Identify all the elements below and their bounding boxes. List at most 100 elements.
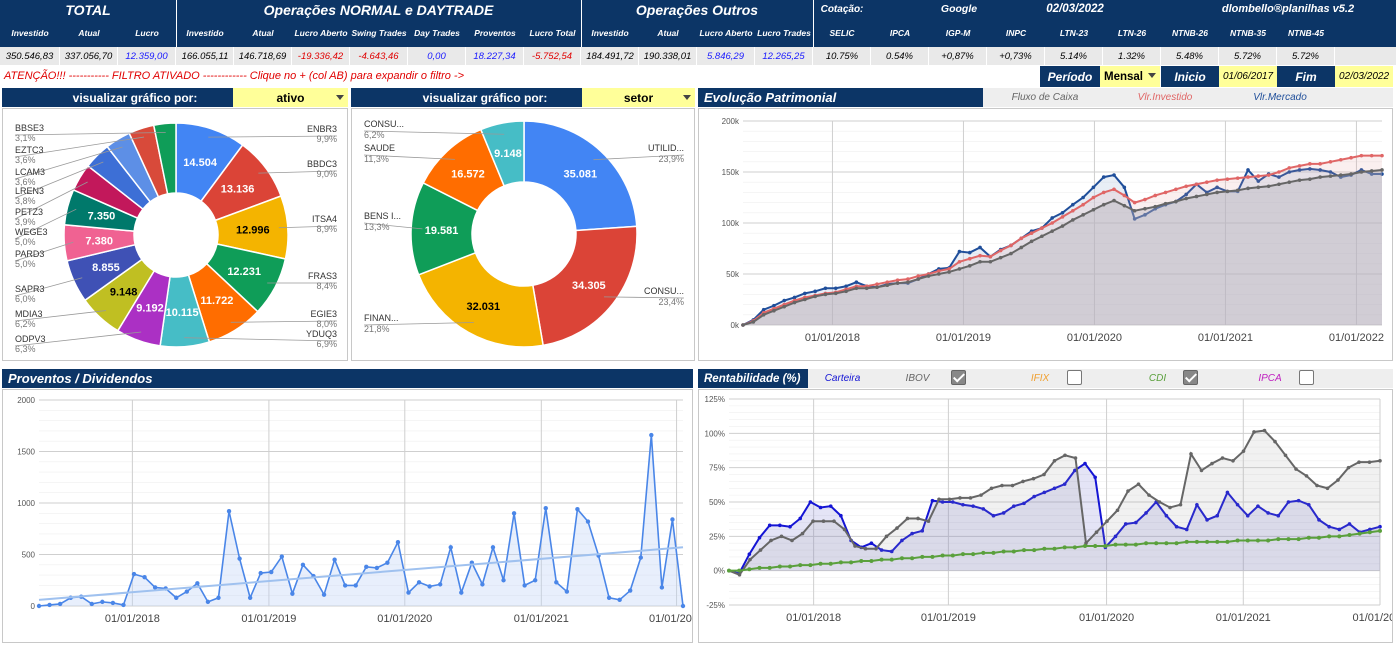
legend-vlr-mercado[interactable]: Vlr.Mercado	[1230, 88, 1330, 107]
data-point	[396, 540, 400, 544]
data-point	[554, 580, 558, 584]
data-point	[1042, 547, 1046, 551]
data-point	[1257, 174, 1261, 178]
data-point	[829, 504, 833, 508]
data-point	[1053, 547, 1057, 551]
ipca-checkbox[interactable]	[1299, 370, 1314, 385]
data-point	[951, 554, 955, 558]
data-point	[575, 507, 579, 511]
data-point	[989, 260, 993, 264]
data-point	[1143, 198, 1147, 202]
data-point	[880, 558, 884, 562]
y-tick-label: 1500	[17, 448, 35, 457]
y-tick-label: 0%	[713, 567, 725, 576]
data-point	[829, 562, 833, 566]
data-point	[788, 565, 792, 569]
cdi-checkbox[interactable]	[1183, 370, 1198, 385]
data-point	[1019, 237, 1023, 241]
data-point	[1083, 462, 1087, 466]
total-lucro: 12.359,00	[118, 47, 176, 65]
pie2-label: visualizar gráfico por:	[390, 88, 580, 107]
outros-col-lucro-trades: Lucro Trades	[755, 20, 813, 47]
data-point	[1174, 188, 1178, 192]
pie1-select[interactable]: ativo	[233, 88, 348, 107]
y-tick-label: 150k	[722, 168, 740, 177]
x-tick-label: 01/01/2018	[805, 332, 860, 344]
data-point	[1158, 500, 1162, 504]
data-point	[1368, 530, 1372, 534]
slice-value-label: 8.855	[92, 262, 120, 274]
data-point	[1357, 460, 1361, 464]
data-point	[869, 559, 873, 563]
legend-cdi[interactable]: CDI	[1140, 369, 1175, 388]
proventos-title: Proventos / Dividendos	[2, 369, 693, 388]
cotacao-source: Google	[930, 0, 988, 18]
data-point	[1326, 486, 1330, 490]
slice-percent-label: 3,1%	[15, 133, 36, 143]
data-point	[1002, 549, 1006, 553]
legend-ipca[interactable]: IPCA	[1250, 369, 1290, 388]
data-point	[491, 545, 495, 549]
slice-value-label: 35.081	[563, 169, 597, 181]
data-point	[533, 578, 537, 582]
data-point	[354, 583, 358, 587]
data-point	[839, 514, 843, 518]
data-point	[301, 563, 305, 567]
data-point	[1143, 207, 1147, 211]
data-point	[931, 499, 935, 503]
data-point	[1081, 203, 1085, 207]
legend-vlr-investido[interactable]: Vlr.Investido	[1110, 88, 1220, 107]
data-point	[1019, 246, 1023, 250]
total-atual: 337.056,70	[60, 47, 118, 65]
slice-category-label: MDIA3	[15, 309, 43, 319]
data-point	[790, 539, 794, 543]
data-point	[752, 320, 756, 324]
slice-percent-label: 8,0%	[316, 319, 337, 329]
x-tick-label: 01/01/2022	[1352, 612, 1392, 624]
legend-ibov[interactable]: IBOV	[895, 369, 940, 388]
periodo-select[interactable]: Mensal	[1100, 66, 1160, 87]
data-point	[1231, 459, 1235, 463]
data-point	[1298, 164, 1302, 168]
slice-value-label: 9.148	[494, 148, 522, 160]
data-point	[1307, 536, 1311, 540]
chevron-down-icon	[683, 95, 691, 100]
legend-fluxo-caixa[interactable]: Fluxo de Caixa	[1000, 88, 1090, 107]
cot-selic: 10.75%	[814, 47, 871, 65]
data-point	[1168, 506, 1172, 510]
data-point	[1126, 489, 1130, 493]
legend-ifix[interactable]: IFIX	[1020, 369, 1060, 388]
data-point	[1339, 158, 1343, 162]
fim-input[interactable]: 02/03/2022	[1335, 66, 1393, 87]
data-point	[778, 524, 782, 528]
data-point	[406, 590, 410, 594]
pie2-select[interactable]: setor	[582, 88, 695, 107]
data-point	[990, 486, 994, 490]
data-point	[1277, 170, 1281, 174]
x-tick-label: 01/01/2018	[786, 612, 841, 624]
data-point	[864, 547, 868, 551]
data-point	[900, 556, 904, 560]
data-point	[1337, 534, 1341, 538]
data-point	[1347, 466, 1351, 470]
data-point	[1153, 194, 1157, 198]
inicio-input[interactable]: 01/06/2017	[1219, 66, 1277, 87]
legend-carteira[interactable]: Carteira	[815, 369, 870, 388]
normal-col-day: Day Trades	[408, 20, 466, 47]
data-point	[948, 497, 952, 501]
data-point	[1040, 234, 1044, 238]
alert-text[interactable]: ATENÇÃO!!! ----------- FILTRO ATIVADO --…	[4, 70, 464, 86]
data-point	[968, 257, 972, 261]
data-point	[895, 526, 899, 530]
data-point	[958, 496, 962, 500]
cot-col-ipca: IPCA	[871, 20, 929, 47]
data-point	[1092, 208, 1096, 212]
data-point	[153, 585, 157, 589]
data-point	[738, 573, 742, 577]
ibov-checkbox[interactable]	[951, 370, 966, 385]
ifix-checkbox[interactable]	[1067, 370, 1082, 385]
data-point	[438, 582, 442, 586]
data-point	[1277, 182, 1281, 186]
data-point	[741, 323, 745, 327]
